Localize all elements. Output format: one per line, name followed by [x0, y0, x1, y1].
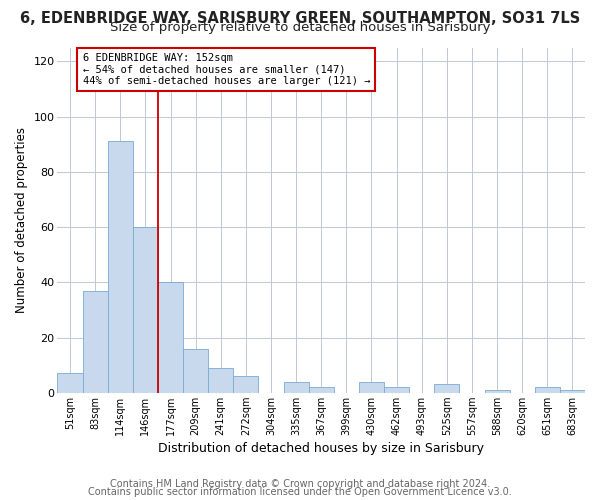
- Bar: [108, 142, 133, 393]
- X-axis label: Distribution of detached houses by size in Sarisbury: Distribution of detached houses by size …: [158, 442, 484, 455]
- Bar: [535, 388, 560, 393]
- Bar: [58, 374, 83, 393]
- Text: 6 EDENBRIDGE WAY: 152sqm
← 54% of detached houses are smaller (147)
44% of semi-: 6 EDENBRIDGE WAY: 152sqm ← 54% of detach…: [83, 53, 370, 86]
- Y-axis label: Number of detached properties: Number of detached properties: [15, 127, 28, 313]
- Text: Contains public sector information licensed under the Open Government Licence v3: Contains public sector information licen…: [88, 487, 512, 497]
- Bar: [434, 384, 460, 393]
- Bar: [485, 390, 509, 393]
- Bar: [83, 290, 108, 393]
- Text: Size of property relative to detached houses in Sarisbury: Size of property relative to detached ho…: [110, 22, 490, 35]
- Bar: [208, 368, 233, 393]
- Bar: [308, 388, 334, 393]
- Bar: [284, 382, 308, 393]
- Text: Contains HM Land Registry data © Crown copyright and database right 2024.: Contains HM Land Registry data © Crown c…: [110, 479, 490, 489]
- Bar: [158, 282, 183, 393]
- Bar: [359, 382, 384, 393]
- Bar: [233, 376, 259, 393]
- Bar: [384, 388, 409, 393]
- Bar: [133, 227, 158, 393]
- Bar: [183, 348, 208, 393]
- Text: 6, EDENBRIDGE WAY, SARISBURY GREEN, SOUTHAMPTON, SO31 7LS: 6, EDENBRIDGE WAY, SARISBURY GREEN, SOUT…: [20, 11, 580, 26]
- Bar: [560, 390, 585, 393]
